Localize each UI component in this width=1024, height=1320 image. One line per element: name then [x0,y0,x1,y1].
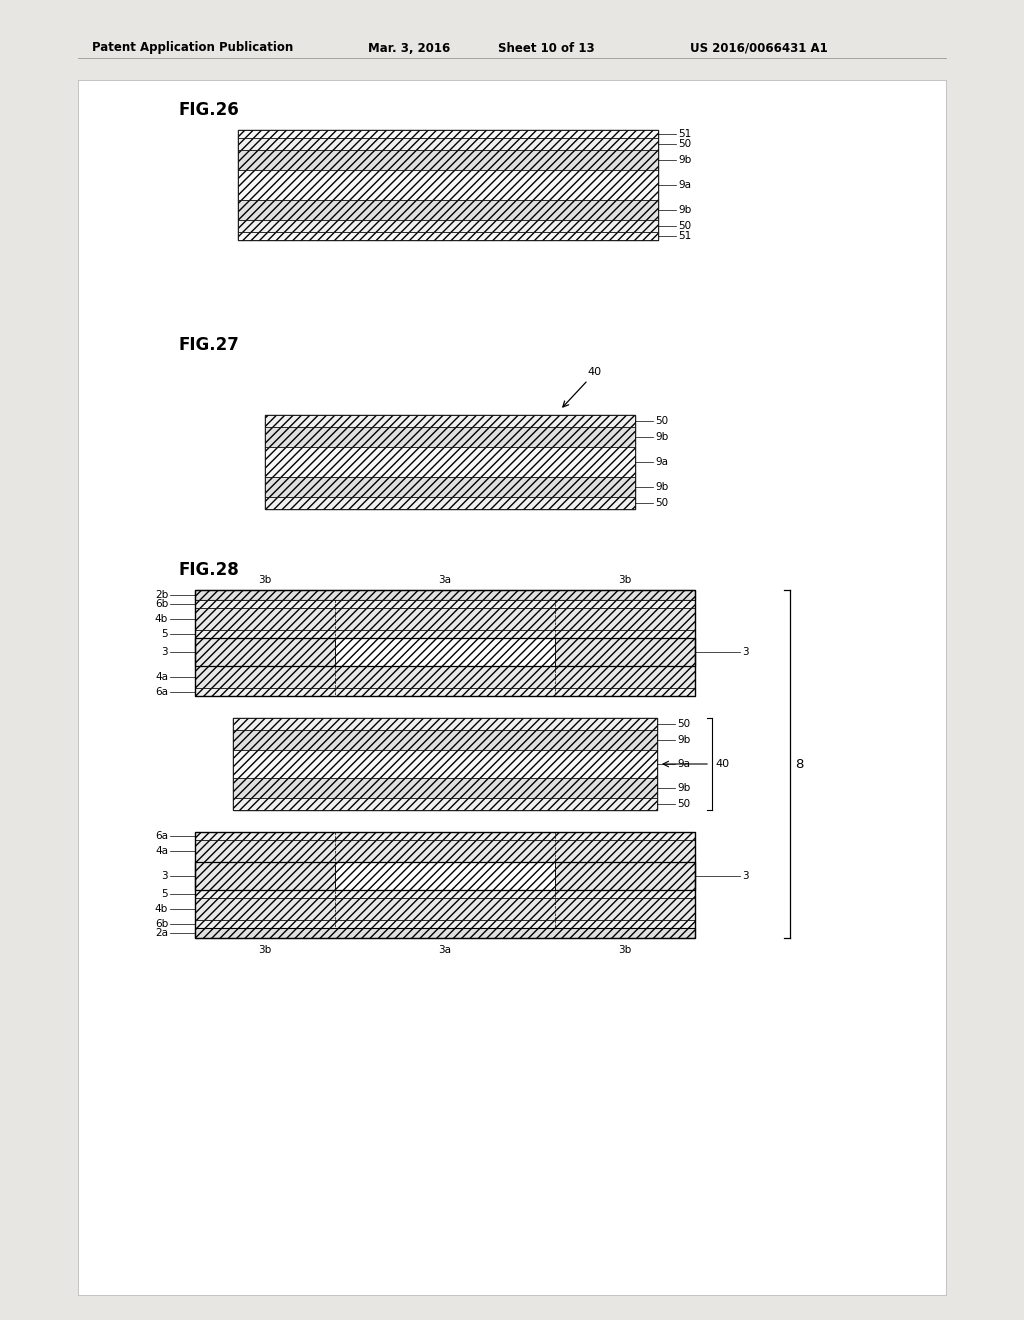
Text: 3b: 3b [258,576,271,585]
Text: 51: 51 [678,129,691,139]
Bar [195,832,695,840]
Bar [233,718,657,730]
Bar [195,667,695,688]
Text: 3: 3 [162,871,168,880]
Text: 9a: 9a [655,457,668,467]
Bar [265,498,635,510]
Bar [233,730,657,750]
Text: 9b: 9b [678,205,691,215]
Text: 3a: 3a [438,945,452,954]
Bar [195,862,335,890]
Bar [195,920,695,928]
Bar [265,426,635,447]
Text: Mar. 3, 2016: Mar. 3, 2016 [368,41,451,54]
Text: FIG.28: FIG.28 [178,561,239,579]
Text: FIG.27: FIG.27 [178,337,239,354]
Text: 50: 50 [678,139,691,149]
Text: 4b: 4b [155,614,168,624]
Text: 4a: 4a [155,846,168,855]
Text: 2a: 2a [155,928,168,939]
Bar [238,201,658,220]
Text: 9b: 9b [655,482,669,492]
Bar [238,129,658,139]
Bar [265,414,635,426]
Bar [195,638,335,667]
Text: 3a: 3a [438,576,452,585]
Bar [195,898,695,920]
Bar [78,81,946,1295]
Text: 6a: 6a [155,686,168,697]
Text: 8: 8 [795,758,804,771]
Bar [555,862,695,890]
Text: 9a: 9a [677,759,690,770]
Bar [265,447,635,477]
Text: 50: 50 [655,416,668,426]
Bar [335,862,555,890]
Text: 3b: 3b [618,576,632,585]
Bar [195,590,695,601]
Bar [233,777,657,799]
Bar [555,638,695,667]
Bar [195,638,695,667]
Bar [238,139,658,150]
Bar [233,750,657,777]
Text: 50: 50 [677,719,690,729]
Text: 50: 50 [677,799,690,809]
Text: 9b: 9b [678,154,691,165]
Bar [195,890,695,898]
Text: 50: 50 [678,220,691,231]
Bar [195,840,695,862]
Bar [238,129,658,240]
Text: 4a: 4a [155,672,168,682]
Bar [195,928,695,939]
Bar [233,718,657,810]
Text: 40: 40 [587,367,601,378]
Bar [195,601,695,609]
Bar [195,832,695,939]
Text: 6b: 6b [155,919,168,929]
Text: 3: 3 [742,647,749,657]
Bar [265,477,635,498]
Text: 2b: 2b [155,590,168,601]
Text: 9b: 9b [655,432,669,442]
Text: 9b: 9b [677,783,690,793]
Bar [233,799,657,810]
Text: Patent Application Publication: Patent Application Publication [92,41,293,54]
Text: US 2016/0066431 A1: US 2016/0066431 A1 [690,41,827,54]
Bar [335,638,555,667]
Text: 6b: 6b [155,599,168,609]
Text: 51: 51 [678,231,691,242]
Bar [195,590,695,696]
Text: 3: 3 [162,647,168,657]
Bar [195,630,695,638]
Text: 9b: 9b [677,735,690,744]
Text: 5: 5 [162,630,168,639]
Text: 50: 50 [655,498,668,508]
Text: 4b: 4b [155,904,168,913]
Bar [195,862,695,890]
Text: 6a: 6a [155,832,168,841]
Text: FIG.26: FIG.26 [178,102,239,119]
Text: Sheet 10 of 13: Sheet 10 of 13 [498,41,595,54]
Text: 40: 40 [715,759,729,770]
Bar [238,232,658,240]
Bar [238,220,658,232]
Text: 9a: 9a [678,180,691,190]
Bar [238,170,658,201]
Bar [195,688,695,696]
Text: 5: 5 [162,888,168,899]
Text: 3b: 3b [258,945,271,954]
Bar [265,414,635,510]
Text: 3b: 3b [618,945,632,954]
Bar [238,150,658,170]
Bar [195,609,695,630]
Text: 3: 3 [742,871,749,880]
